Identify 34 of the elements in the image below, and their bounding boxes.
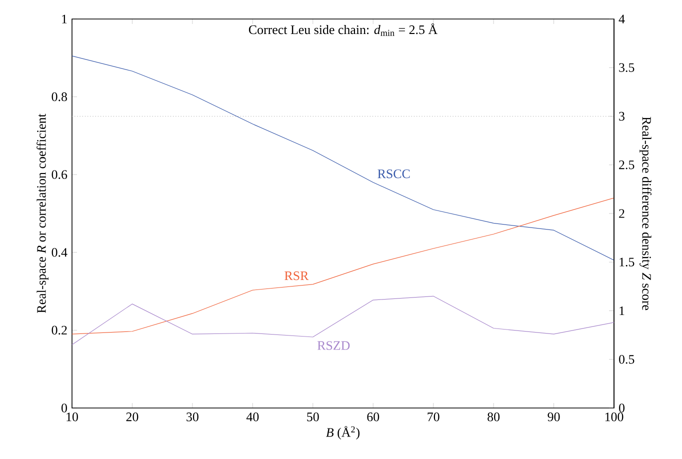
y2-tick-label: 3 [619, 112, 624, 121]
y-axis-title: Real-space R or correlation coefficient [36, 114, 48, 313]
y2-tick-label: 0 [619, 404, 625, 412]
x-tick-label: 70 [428, 412, 440, 422]
line-series [72, 198, 614, 334]
y-tick-label: 0.4 [52, 248, 68, 257]
x-tick-label: 30 [186, 412, 198, 422]
chart-title: Correct Leu side chain: d$_{min}$ = 2.5 Å [248, 23, 438, 36]
y2-axis-title: Real-space difference density Z score [640, 116, 652, 310]
x-tick-label: 80 [488, 412, 500, 422]
x-tick-label: 40 [246, 412, 259, 422]
y-tick-label: 0 [62, 404, 67, 412]
y2-tick-label: 1 [620, 306, 624, 316]
series-label: RSZD [317, 341, 350, 350]
line-series [72, 56, 614, 260]
y-tick-label: 0.6 [52, 170, 68, 179]
y2-tick-label: 2 [619, 209, 624, 218]
y-tick-label: 1 [62, 14, 67, 24]
x-tick-label: 20 [126, 412, 138, 422]
y-tick-label: 0.8 [52, 92, 67, 102]
series-label: RSCC [378, 169, 410, 178]
x-tick-label: 10 [66, 412, 78, 422]
y2-tick-label: 4 [618, 14, 625, 24]
y2-tick-label: 0.5 [619, 354, 634, 364]
y2-tick-label: 1.5 [620, 258, 634, 266]
x-tick-label: 50 [307, 412, 319, 422]
y-tick-label: 0.2 [52, 326, 67, 335]
x-tick-label: 60 [367, 412, 380, 422]
series-label: RSR [284, 271, 309, 280]
y2-tick-label: 2.5 [619, 160, 634, 170]
y2-tick-label: 3.5 [619, 63, 634, 72]
x-axis-title: B (Å$^{2}$) [326, 426, 360, 440]
x-tick-label: 100 [605, 412, 624, 422]
x-tick-label: 90 [548, 412, 560, 422]
